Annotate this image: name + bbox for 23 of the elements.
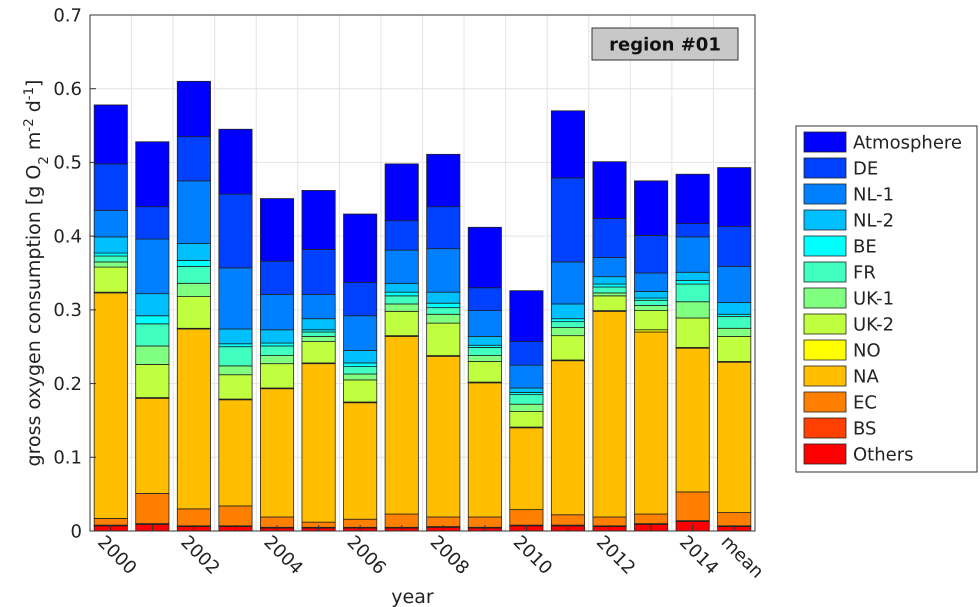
legend-label: Others [853, 444, 914, 466]
y-tick-label: 0.6 [53, 79, 82, 100]
legend-label: NA [853, 366, 880, 388]
legend-label: UK-2 [853, 314, 894, 336]
y-tick-label: 0.1 [53, 448, 82, 469]
legend-label: NL-2 [853, 210, 894, 232]
y-tick-label: 0.4 [53, 226, 82, 248]
legend-label: NL-1 [853, 184, 894, 206]
y-tick-label: 0.7 [53, 5, 82, 26]
legend-label: DE [853, 158, 878, 180]
legend-label: EC [853, 392, 877, 414]
x-axis-title: year [391, 586, 434, 607]
y-tick-label: 0.5 [53, 152, 82, 174]
legend-label: NO [853, 340, 881, 362]
legend-label: FR [853, 262, 876, 284]
y-tick-label: 0 [70, 521, 82, 542]
annotation: region #01 [609, 34, 721, 56]
legend-label: UK-1 [853, 288, 894, 310]
y-tick-label: 0.3 [53, 300, 82, 322]
legend-label: BE [853, 236, 877, 258]
y-tick-label: 0.2 [53, 374, 82, 395]
legend-label: BS [853, 418, 876, 440]
legend-label: Atmosphere [853, 132, 962, 154]
